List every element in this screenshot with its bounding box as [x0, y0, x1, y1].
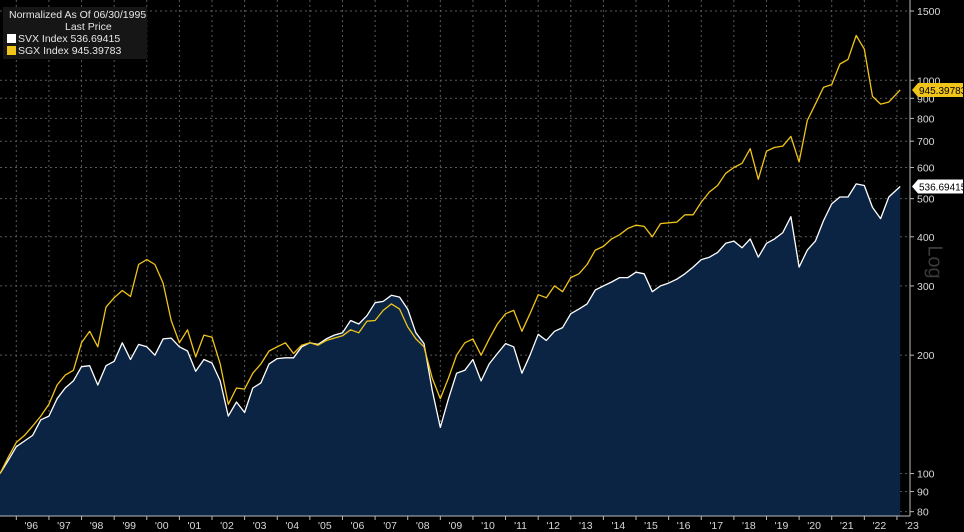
x-tick-label: '19: [775, 520, 789, 532]
x-tick-label: '11: [514, 520, 527, 532]
y-tick-label: 80: [917, 507, 929, 519]
x-tick-label: '97: [57, 520, 71, 532]
y-tick-label: 800: [917, 113, 935, 125]
legend-label-svx: SVX Index 536.69415: [18, 33, 121, 45]
x-tick-label: '00: [155, 520, 169, 532]
legend-swatch-svx: [7, 34, 16, 43]
x-tick-label: '04: [285, 520, 299, 532]
last-value-labels: 536.69415 945.39783: [912, 82, 964, 194]
svx-last-value-tag: 536.69415: [912, 179, 964, 194]
sgx-last-value-bg: [912, 82, 963, 97]
x-tick-label: '22: [872, 520, 886, 532]
y-tick-label: 90: [917, 487, 929, 499]
svx-last-value-bg: [912, 179, 963, 194]
legend-entry-svx: SVX Index 536.69415: [7, 33, 120, 45]
svx-last-value-text: 536.69415: [919, 182, 964, 193]
legend-label-sgx: SGX Index 945.39783: [18, 45, 122, 57]
y-tick-label: 100: [917, 469, 935, 481]
x-tick-label: '14: [612, 520, 626, 532]
x-tick-label: '09: [448, 520, 462, 532]
sgx-last-value-text: 945.39783: [919, 86, 964, 97]
x-tick-label: '07: [383, 520, 397, 532]
legend-title: Normalized As Of 06/30/1995: [9, 9, 147, 21]
sgx-line: [0, 34, 901, 474]
legend-subtitle: Last Price: [65, 21, 112, 33]
y-tick-label: 600: [917, 163, 935, 175]
x-tick-label: '17: [709, 520, 723, 532]
svx-line: [0, 183, 901, 474]
axes: 809010020030040050060070080090010001500'…: [0, 0, 941, 532]
svx-area: [0, 183, 901, 516]
x-tick-label: '23: [905, 520, 919, 532]
x-tick-label: '01: [188, 520, 202, 532]
x-tick-label: '15: [644, 520, 658, 532]
y-tick-label: 1500: [917, 6, 941, 18]
y-tick-label: 400: [917, 232, 935, 244]
sgx-last-value-tag: 945.39783: [912, 82, 964, 97]
y-tick-label: 700: [917, 136, 935, 148]
x-tick-label: '20: [807, 520, 821, 532]
x-tick-label: '10: [481, 520, 495, 532]
x-tick-label: '03: [253, 520, 267, 532]
y-tick-label: 300: [917, 281, 935, 293]
log-scale-label: Log: [923, 245, 946, 279]
legend: Normalized As Of 06/30/1995 Last Price S…: [3, 7, 147, 59]
x-tick-label: '99: [122, 520, 136, 532]
x-tick-label: '13: [579, 520, 593, 532]
x-tick-label: '98: [90, 520, 104, 532]
x-tick-label: '96: [24, 520, 38, 532]
x-tick-label: '21: [840, 520, 854, 532]
y-tick-label: 500: [917, 194, 935, 206]
x-tick-label: '12: [546, 520, 560, 532]
legend-swatch-sgx: [7, 46, 16, 55]
x-tick-label: '06: [351, 520, 365, 532]
series-lines: [0, 34, 901, 474]
x-tick-label: '02: [220, 520, 234, 532]
area-layer: [0, 183, 901, 516]
legend-entry-sgx: SGX Index 945.39783: [7, 45, 121, 57]
x-tick-label: '08: [416, 520, 430, 532]
x-tick-label: '05: [318, 520, 332, 532]
x-tick-label: '18: [742, 520, 756, 532]
x-tick-label: '16: [677, 520, 691, 532]
y-tick-label: 200: [917, 350, 935, 362]
